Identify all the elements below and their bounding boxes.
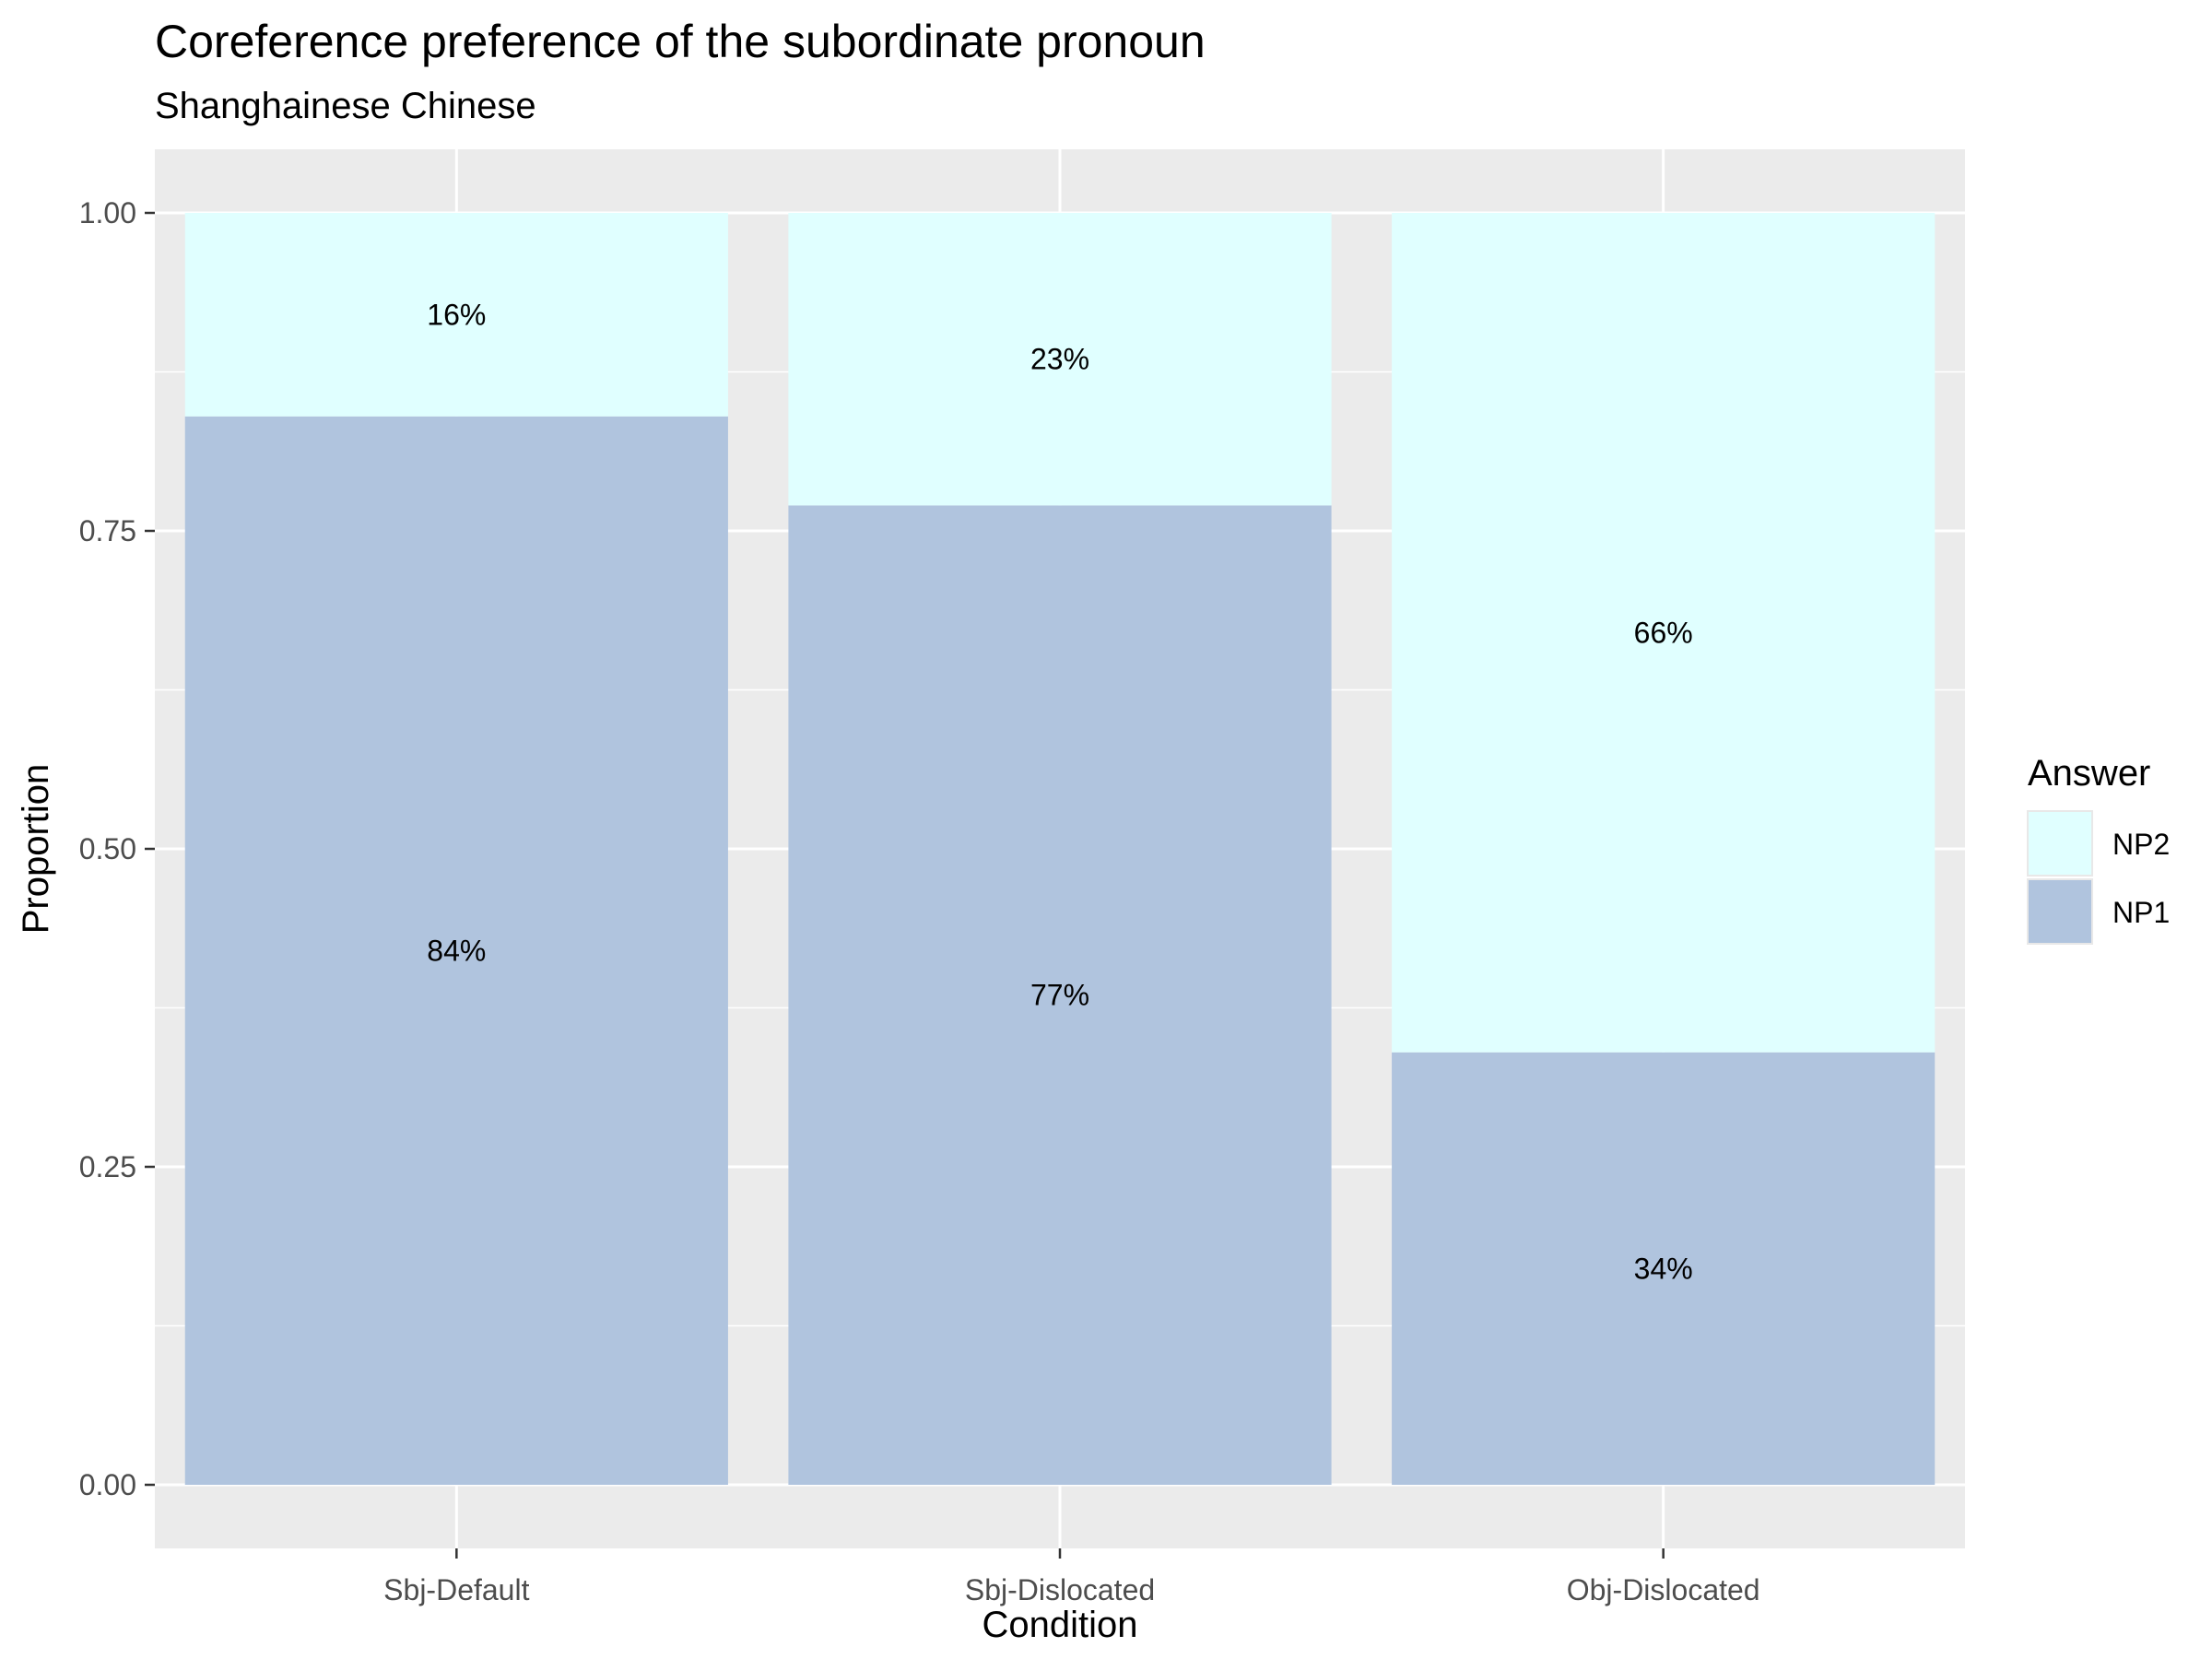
y-axis-title: Proportion: [16, 764, 56, 935]
x-tick-label: Sbj-Dislocated: [965, 1573, 1155, 1606]
chart-subtitle: Shanghainese Chinese: [155, 86, 536, 126]
x-tick-label: Sbj-Default: [383, 1573, 529, 1606]
legend-key-np1: [2027, 878, 2093, 945]
bar-label: 77%: [1030, 979, 1089, 1012]
bar-np1-obj-dislocated: [1392, 1052, 1936, 1485]
legend: Answer NP2 NP1: [2027, 753, 2170, 945]
y-axis: 0.00 0.25 0.50 0.75 1.00: [79, 196, 155, 1501]
y-tick-label: 0.00: [79, 1468, 136, 1501]
y-tick-label: 0.25: [79, 1150, 136, 1183]
bars: [184, 213, 1936, 1485]
bar-label: 84%: [427, 934, 486, 967]
x-tick-label: Obj-Dislocated: [1567, 1573, 1760, 1606]
bar-np2-obj-dislocated: [1392, 213, 1936, 1053]
chart-title: Coreference preference of the subordinat…: [155, 16, 1206, 67]
bar-np2-sbj-default: [184, 213, 728, 417]
bar-np1-sbj-default: [184, 416, 728, 1485]
bar-np2-sbj-dislocated: [788, 213, 1332, 506]
x-axis-title: Condition: [982, 1605, 1137, 1645]
bar-labels: 84% 16% 77% 23% 34% 66%: [427, 298, 1692, 1285]
legend-label: NP2: [2112, 828, 2170, 861]
bar-np1-sbj-dislocated: [788, 505, 1332, 1485]
y-tick-label: 0.50: [79, 832, 136, 865]
bar-label: 16%: [427, 298, 486, 331]
legend-title: Answer: [2028, 753, 2150, 794]
legend-key-np2: [2027, 810, 2093, 877]
bar-label: 66%: [1634, 616, 1693, 649]
y-tick-label: 0.75: [79, 514, 136, 547]
bar-label: 34%: [1634, 1252, 1693, 1285]
bar-label: 23%: [1030, 343, 1089, 376]
x-axis: Sbj-Default Sbj-Dislocated Obj-Dislocated: [383, 1548, 1760, 1606]
y-tick-label: 1.00: [79, 196, 136, 229]
legend-label: NP1: [2112, 896, 2170, 929]
